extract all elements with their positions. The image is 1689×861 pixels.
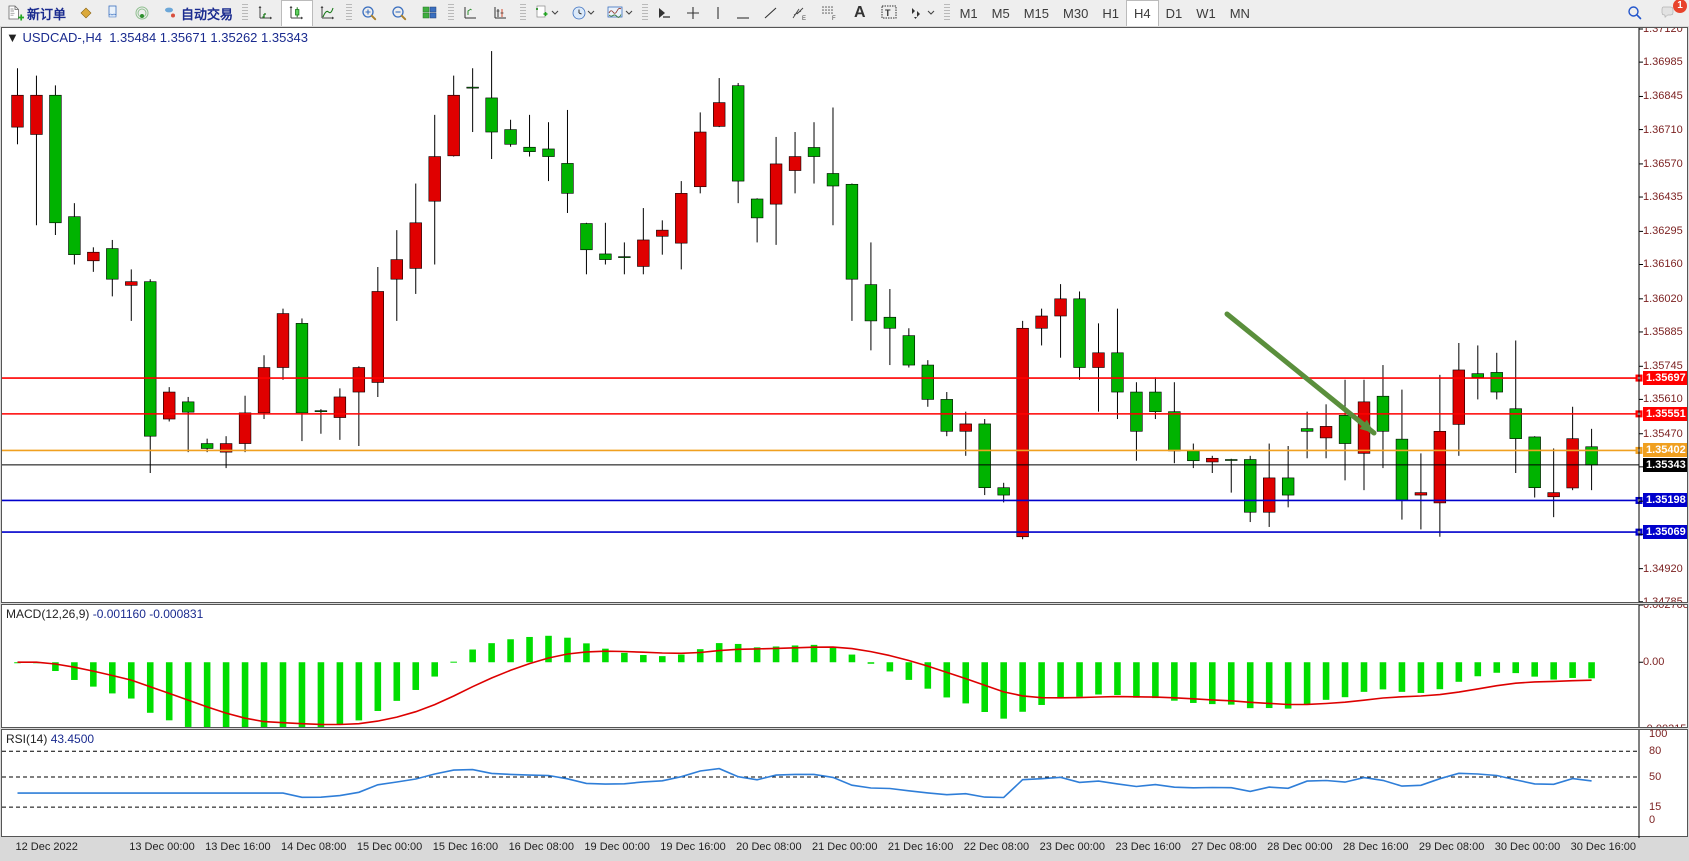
svg-text:T: T xyxy=(885,8,891,18)
svg-text:E: E xyxy=(802,16,806,21)
svg-text:F: F xyxy=(832,16,836,21)
